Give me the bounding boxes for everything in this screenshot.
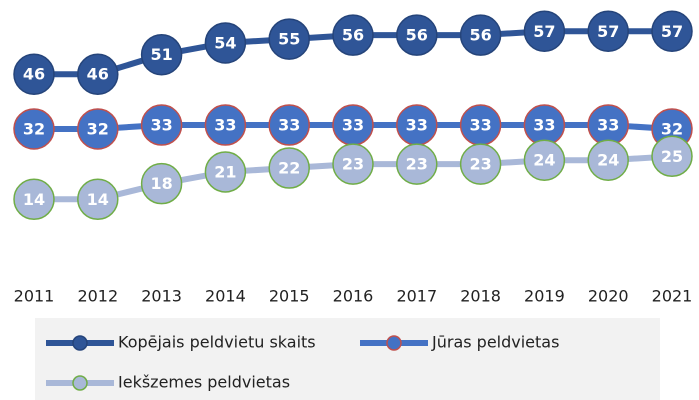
data-label: 24	[597, 151, 619, 170]
data-label: 14	[87, 190, 109, 209]
marker	[204, 151, 247, 193]
marker	[204, 104, 247, 146]
data-label: 18	[150, 174, 172, 193]
x-tick-label: 2018	[460, 287, 501, 306]
data-label: 23	[406, 155, 428, 174]
marker	[396, 143, 438, 185]
data-label: 46	[87, 65, 109, 84]
marker	[140, 162, 183, 205]
data-label: 22	[278, 159, 300, 178]
data-label: 33	[533, 116, 555, 135]
x-tick-label: 2020	[588, 287, 629, 306]
x-tick-label: 2014	[205, 287, 246, 306]
marker	[13, 108, 55, 150]
data-label: 32	[87, 119, 109, 138]
marker	[268, 18, 310, 60]
data-label: 57	[661, 22, 683, 41]
data-label: 23	[469, 155, 491, 174]
legend-label: Iekšzemes peldvietas	[118, 373, 290, 392]
x-tick-label: 2011	[14, 287, 55, 306]
data-label: 32	[661, 119, 683, 138]
marker	[332, 14, 374, 56]
data-label: 57	[597, 22, 619, 41]
marker	[13, 178, 55, 221]
data-label: 33	[150, 116, 172, 135]
marker	[77, 108, 119, 150]
data-label: 56	[406, 26, 428, 45]
marker	[77, 53, 119, 95]
x-tick-label: 2017	[396, 287, 437, 306]
data-label: 25	[661, 147, 683, 166]
x-tick-label: 2019	[524, 287, 565, 306]
marker	[77, 178, 119, 221]
data-label: 54	[214, 33, 236, 52]
data-label: 14	[23, 190, 45, 209]
marker	[523, 139, 566, 181]
x-tick-label: 2015	[269, 287, 310, 306]
data-label: 33	[469, 116, 491, 135]
x-tick-label: 2021	[652, 287, 693, 306]
marker	[587, 10, 629, 53]
marker	[651, 135, 693, 178]
marker	[204, 22, 247, 64]
data-label: 56	[469, 26, 491, 45]
marker	[459, 143, 502, 185]
legend-marker	[386, 335, 402, 351]
data-label: 32	[23, 119, 45, 138]
marker	[140, 104, 183, 146]
marker	[459, 14, 502, 56]
legend-marker	[72, 375, 88, 391]
marker	[396, 14, 438, 56]
marker	[332, 143, 374, 185]
marker	[587, 139, 629, 181]
data-label: 46	[23, 65, 45, 84]
legend-label: Jūras peldvietas	[431, 333, 559, 352]
data-label: 21	[214, 162, 236, 181]
data-label: 33	[278, 116, 300, 135]
data-label: 51	[150, 45, 172, 64]
x-tick-label: 2013	[141, 287, 182, 306]
legend-marker	[72, 335, 88, 351]
marker	[523, 10, 566, 53]
data-label: 56	[342, 26, 364, 45]
legend-box	[35, 318, 660, 400]
data-label: 33	[406, 116, 428, 135]
marker	[268, 147, 310, 189]
marker	[651, 10, 693, 53]
marker	[13, 53, 55, 95]
data-label: 33	[597, 116, 619, 135]
data-label: 33	[214, 116, 236, 135]
data-label: 23	[342, 155, 364, 174]
data-label: 24	[533, 151, 555, 170]
x-tick-label: 2016	[333, 287, 374, 306]
data-label: 55	[278, 30, 300, 49]
marker	[140, 33, 183, 76]
x-tick-label: 2012	[77, 287, 118, 306]
legend-label: Kopējais peldvietu skaits	[118, 333, 316, 352]
data-label: 33	[342, 116, 364, 135]
data-label: 57	[533, 22, 555, 41]
marker	[268, 104, 310, 146]
